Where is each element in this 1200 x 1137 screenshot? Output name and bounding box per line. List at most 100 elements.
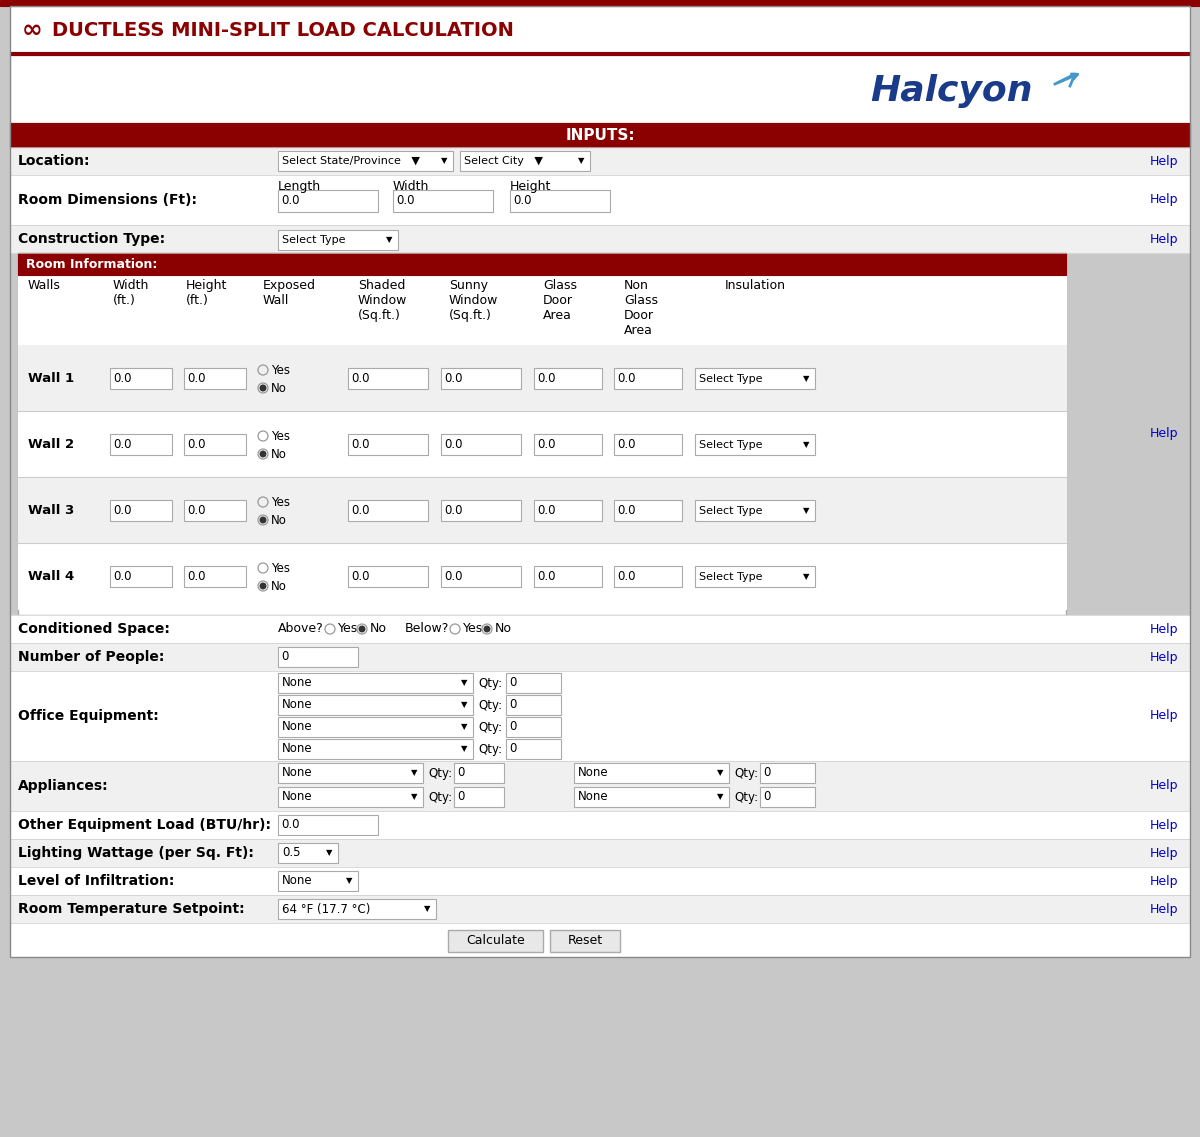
- Text: Lighting Wattage (per Sq. Ft):: Lighting Wattage (per Sq. Ft):: [18, 846, 254, 860]
- Text: Height
(ft.): Height (ft.): [186, 279, 227, 307]
- Bar: [18, 254, 1066, 615]
- Text: ▼: ▼: [461, 679, 467, 688]
- Text: ▼: ▼: [461, 745, 467, 754]
- Text: 0.0: 0.0: [187, 504, 205, 517]
- Text: Help: Help: [1150, 193, 1178, 207]
- Text: Qty:: Qty:: [478, 677, 502, 689]
- Text: 0.0: 0.0: [113, 504, 132, 517]
- Text: ▼: ▼: [716, 792, 724, 802]
- Text: Help: Help: [1150, 847, 1178, 860]
- Text: ▼: ▼: [577, 157, 584, 166]
- Text: Room Information:: Room Information:: [26, 257, 157, 271]
- Bar: [278, 739, 473, 760]
- Text: Location:: Location:: [18, 153, 90, 168]
- Text: Select Type: Select Type: [698, 440, 762, 449]
- Bar: [348, 500, 428, 521]
- Bar: [506, 739, 562, 760]
- Text: Yes: Yes: [271, 496, 290, 508]
- Bar: [695, 368, 815, 389]
- Text: 0.0: 0.0: [396, 194, 414, 207]
- Bar: [18, 410, 1066, 478]
- Text: None: None: [282, 790, 313, 804]
- Text: 0.0: 0.0: [538, 504, 556, 517]
- Text: None: None: [282, 677, 313, 689]
- Text: None: None: [282, 766, 313, 780]
- Text: Calculate: Calculate: [466, 935, 524, 947]
- Bar: [534, 566, 602, 587]
- Bar: [454, 787, 504, 807]
- Bar: [10, 615, 1190, 644]
- Text: Yes: Yes: [338, 622, 359, 636]
- Text: Qty:: Qty:: [428, 766, 452, 780]
- Bar: [695, 434, 815, 455]
- Text: None: None: [282, 742, 313, 755]
- Bar: [442, 566, 521, 587]
- Text: 64 °F (17.7 °C): 64 °F (17.7 °C): [282, 903, 371, 915]
- Text: 0.0: 0.0: [444, 372, 462, 385]
- Text: Sunny
Window
(Sq.ft.): Sunny Window (Sq.ft.): [449, 279, 498, 322]
- Bar: [534, 434, 602, 455]
- Bar: [550, 930, 620, 952]
- Text: 0: 0: [763, 790, 770, 804]
- Text: Select City   ▼: Select City ▼: [464, 156, 542, 166]
- Bar: [394, 190, 493, 211]
- Bar: [10, 868, 1190, 895]
- Text: Help: Help: [1150, 709, 1178, 722]
- Text: 0.0: 0.0: [352, 372, 370, 385]
- Bar: [278, 899, 436, 919]
- Text: 0.0: 0.0: [281, 819, 300, 831]
- Text: Qty:: Qty:: [734, 790, 758, 804]
- Text: ▼: ▼: [346, 877, 353, 886]
- Text: 0.0: 0.0: [113, 570, 132, 583]
- Text: No: No: [370, 622, 386, 636]
- Bar: [18, 478, 1066, 543]
- Bar: [10, 923, 1190, 957]
- Bar: [534, 500, 602, 521]
- Bar: [574, 763, 730, 783]
- Bar: [0, 0, 1200, 6]
- Text: Width
(ft.): Width (ft.): [113, 279, 149, 307]
- Bar: [278, 190, 378, 211]
- Text: Exposed
Wall: Exposed Wall: [263, 279, 316, 307]
- Text: 0: 0: [281, 650, 288, 664]
- Text: Glass
Door
Area: Glass Door Area: [542, 279, 577, 322]
- Bar: [574, 787, 730, 807]
- Bar: [184, 500, 246, 521]
- Bar: [10, 52, 1190, 55]
- Text: Yes: Yes: [463, 622, 484, 636]
- Bar: [695, 566, 815, 587]
- Text: Level of Infiltration:: Level of Infiltration:: [18, 874, 174, 888]
- Text: Height: Height: [510, 180, 551, 193]
- Bar: [18, 345, 1066, 410]
- Text: Insulation: Insulation: [725, 279, 786, 292]
- Text: INPUTS:: INPUTS:: [565, 127, 635, 142]
- Circle shape: [485, 626, 490, 632]
- Text: 0.0: 0.0: [444, 570, 462, 583]
- Bar: [10, 175, 1190, 225]
- Circle shape: [359, 626, 365, 632]
- Circle shape: [260, 517, 266, 523]
- Bar: [448, 930, 542, 952]
- Bar: [10, 671, 1190, 761]
- Text: 0: 0: [457, 790, 464, 804]
- Text: No: No: [496, 622, 512, 636]
- Text: 0.0: 0.0: [187, 372, 205, 385]
- Bar: [10, 761, 1190, 811]
- Bar: [506, 717, 562, 737]
- Bar: [184, 368, 246, 389]
- Bar: [460, 151, 590, 171]
- Bar: [506, 673, 562, 692]
- Bar: [10, 225, 1190, 254]
- Text: ▼: ▼: [440, 157, 448, 166]
- Bar: [348, 368, 428, 389]
- Text: Select State/Province   ▼: Select State/Province ▼: [282, 156, 420, 166]
- Text: Help: Help: [1150, 819, 1178, 831]
- Text: ▼: ▼: [716, 769, 724, 778]
- Text: 0.0: 0.0: [617, 504, 636, 517]
- Bar: [278, 815, 378, 835]
- Text: 0: 0: [763, 766, 770, 780]
- Text: Shaded
Window
(Sq.ft.): Shaded Window (Sq.ft.): [358, 279, 407, 322]
- Bar: [442, 368, 521, 389]
- Text: Select Type: Select Type: [282, 235, 346, 244]
- Text: Construction Type:: Construction Type:: [18, 232, 166, 246]
